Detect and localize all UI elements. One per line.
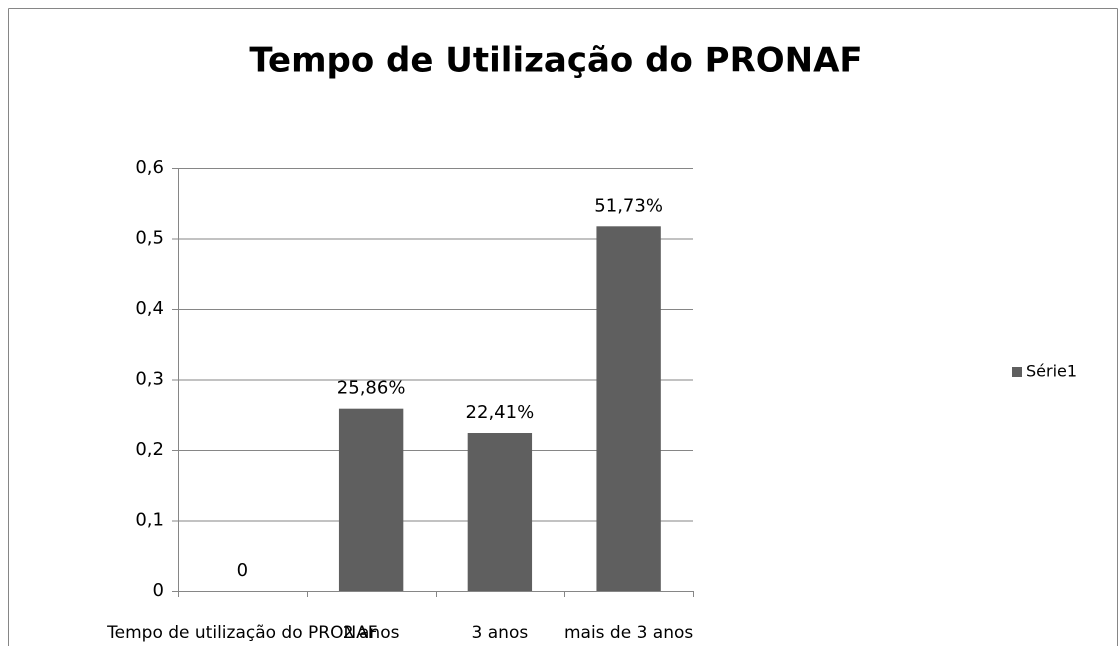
data-label: 51,73%	[594, 195, 663, 216]
legend-swatch	[1012, 367, 1022, 377]
y-tick-label: 0,2	[135, 439, 164, 460]
y-tick-label: 0,5	[135, 228, 164, 249]
bar	[338, 408, 404, 591]
data-label: 22,41%	[466, 402, 535, 423]
y-tick-label: 0,6	[135, 157, 164, 178]
x-tick-label: Tempo de utilização do PRONAF	[106, 623, 377, 643]
legend-label: Série1	[1026, 362, 1077, 381]
bar	[467, 433, 533, 591]
x-tick-label: mais de 3 anos	[564, 623, 693, 643]
x-tick-label: 3 anos	[472, 623, 529, 643]
y-tick-label: 0,4	[135, 298, 164, 319]
x-tick-label: 2 anos	[343, 623, 400, 643]
data-label: 25,86%	[337, 378, 406, 399]
chart-title: Tempo de Utilização do PRONAF	[249, 41, 862, 81]
y-tick-label: 0,1	[135, 510, 164, 531]
bar	[596, 226, 661, 591]
y-tick-label: 0,3	[135, 369, 164, 390]
y-tick-label: 0	[153, 580, 164, 601]
data-label: 0	[237, 560, 248, 581]
